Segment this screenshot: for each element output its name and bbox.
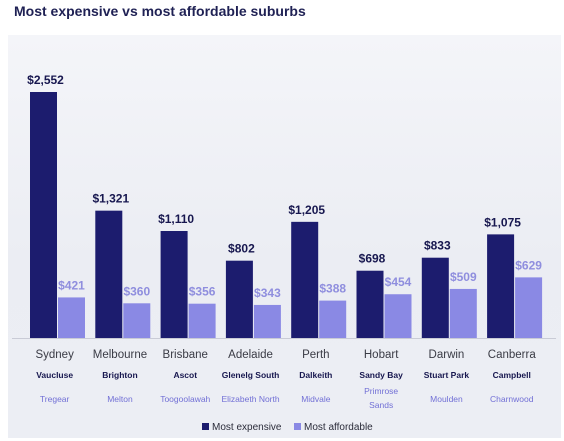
category-label: Canberra [488,349,537,361]
data-label-most-affordable: $388 [319,282,346,296]
bar-most-expensive [225,260,253,338]
bar-most-expensive [356,270,384,338]
bar-most-affordable [188,303,216,338]
suburb-most-expensive: Brighton [102,370,137,380]
data-label-most-expensive: $1,075 [484,215,521,229]
data-label-most-affordable: $343 [254,286,281,300]
legend-label-most-expensive: Most expensive [212,422,282,433]
bar-most-affordable [384,294,412,338]
category-label: Perth [302,349,330,361]
bar-most-expensive [160,231,188,338]
bar-most-affordable [123,303,151,338]
bar-most-expensive [30,92,57,338]
category-label: Hobart [364,349,399,361]
data-label-most-affordable: $509 [450,270,477,284]
data-label-most-expensive: $1,205 [288,203,325,217]
suburb-most-expensive: Glenelg South [222,370,280,380]
bar-most-affordable [319,300,347,338]
bar-most-affordable [253,304,281,338]
suburb-most-affordable: Elizabeth North [221,394,279,404]
bar-most-affordable [58,297,85,338]
suburb-most-expensive: Dalkeith [299,370,332,380]
bar-most-affordable [449,288,477,338]
suburb-most-expensive: Vaucluse [36,370,73,380]
data-label-most-expensive: $2,552 [27,73,64,87]
legend-swatch-most-expensive [202,423,209,430]
bar-most-expensive [95,210,123,338]
data-label-most-expensive: $1,321 [92,192,129,206]
chart-title: Most expensive vs most affordable suburb… [14,3,306,19]
suburb-most-affordable: Toogoolawah [160,394,210,404]
bar-most-expensive [291,221,319,338]
suburb-most-expensive: Ascot [173,370,197,380]
legend-label-most-affordable: Most affordable [304,422,373,433]
suburb-most-affordable: Primrose [364,386,398,396]
data-label-most-affordable: $454 [385,275,412,289]
bar-most-affordable [515,277,543,338]
suburb-most-expensive: Stuart Park [424,370,470,380]
category-label: Melbourne [93,349,147,361]
suburb-most-affordable: Sands [369,400,393,410]
suburb-most-expensive: Sandy Bay [359,370,403,380]
data-label-most-expensive: $698 [359,252,386,266]
category-label: Sydney [35,349,74,361]
bar-most-expensive [421,257,449,338]
data-label-most-expensive: $833 [424,239,451,253]
data-label-most-affordable: $360 [123,284,150,298]
suburb-most-affordable: Moulden [430,394,463,404]
data-label-most-expensive: $802 [228,242,255,256]
category-label: Darwin [429,349,465,361]
data-label-most-affordable: $629 [515,258,542,272]
category-label: Brisbane [163,349,208,361]
suburb-most-affordable: Melton [107,394,133,404]
suburb-most-affordable: Charnwood [490,394,534,404]
suburb-most-affordable: Tregear [40,394,70,404]
suburb-most-affordable: Midvale [301,394,331,404]
data-label-most-affordable: $356 [189,285,216,299]
category-label: Adelaide [228,349,273,361]
suburb-most-expensive: Campbell [493,370,531,380]
bar-most-expensive [487,234,515,338]
data-label-most-expensive: $1,110 [158,212,194,226]
legend-swatch-most-affordable [294,423,301,430]
data-label-most-affordable: $421 [58,278,85,292]
